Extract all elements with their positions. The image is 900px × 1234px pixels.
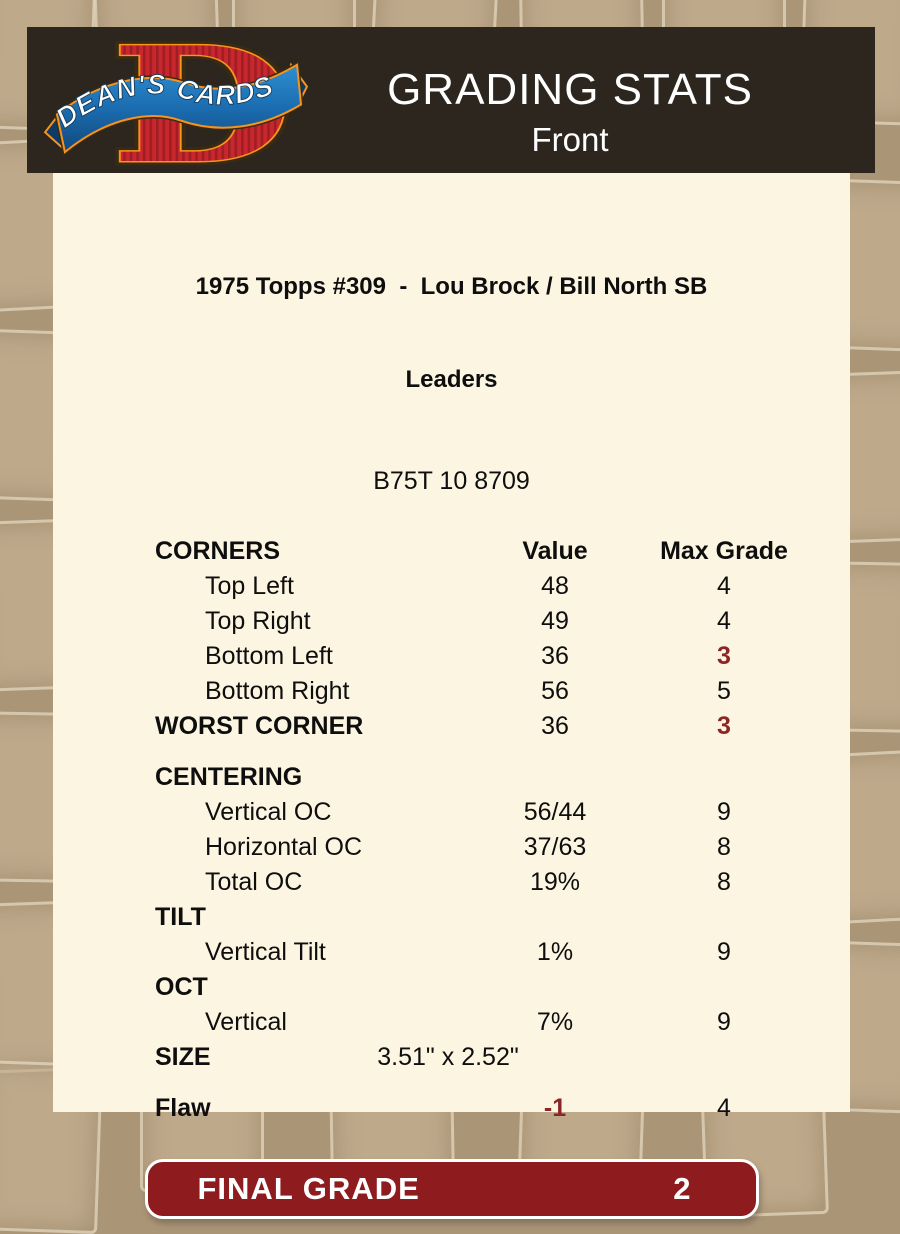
- max-grade-value: 9: [717, 938, 731, 966]
- final-grade-value: 2: [673, 1171, 692, 1206]
- final-grade-badge: FINAL GRADE 2: [144, 1159, 759, 1219]
- stat-value: 1%: [536, 938, 574, 966]
- stat-label: Top Right: [205, 607, 311, 635]
- card-serial: B75T 10 8709: [373, 467, 530, 495]
- stat-label: Bottom Right: [205, 677, 350, 705]
- stat-row: WORST CORNER 36 3: [53, 709, 850, 744]
- size-value: 3.51" x 2.52": [377, 1043, 519, 1071]
- logo-ribbon: DEAN'S CARDS: [43, 60, 309, 157]
- stat-value: 48: [541, 572, 569, 600]
- max-grade-value: 4: [717, 1094, 731, 1122]
- stat-label: Vertical: [205, 1008, 287, 1036]
- stat-value: 36: [541, 712, 569, 740]
- stat-rows: Top Left 48 4 Top Right 49 4 Bottom Left 36 3 Bot…: [53, 569, 850, 1126]
- column-header-max-grade: Max Grade: [660, 537, 788, 565]
- stat-label: OCT: [155, 973, 208, 1001]
- max-grade-value: 4: [717, 572, 731, 600]
- stat-label: Bottom Left: [205, 642, 333, 670]
- max-grade-value: 4: [717, 607, 731, 635]
- stat-label: Vertical Tilt: [205, 938, 326, 966]
- max-grade-value: 3: [717, 642, 731, 670]
- column-header-value: Value: [522, 537, 588, 565]
- stat-row: SIZE 3.51" x 2.52": [53, 1040, 850, 1075]
- stat-label: Flaw: [155, 1094, 211, 1122]
- stat-row: Vertical Tilt 1% 9: [53, 935, 850, 970]
- stat-row: TILT: [53, 900, 850, 935]
- final-grade-label: FINAL GRADE: [197, 1171, 420, 1206]
- stat-value: 56/44: [523, 798, 587, 826]
- stat-row: Horizontal OC 37/63 8: [53, 830, 850, 865]
- max-grade-value: 9: [717, 1008, 731, 1036]
- stat-value: 19%: [529, 868, 581, 896]
- table-header-row: CORNERS Value Max Grade: [53, 534, 850, 569]
- page-subtitle: Front: [531, 121, 609, 159]
- card-title-line1: 1975 Topps #309 - Lou Brock / Bill North…: [195, 273, 708, 300]
- stat-label: CENTERING: [155, 763, 303, 791]
- max-grade-value: 5: [717, 677, 731, 705]
- max-grade-value: 8: [717, 868, 731, 896]
- card-title: 1975 Topps #309 - Lou Brock / Bill North…: [53, 209, 850, 457]
- stat-row: Top Right 49 4: [53, 604, 850, 639]
- stat-value: 37/63: [523, 833, 587, 861]
- section-corners-label: CORNERS: [155, 537, 281, 565]
- header-bar: D D DEAN'S CARDS GRADING STATS Front: [27, 6, 875, 204]
- stat-row: CENTERING: [53, 760, 850, 795]
- stat-label: Horizontal OC: [205, 833, 362, 861]
- grading-panel: 1975 Topps #309 - Lou Brock / Bill North…: [53, 173, 850, 1219]
- stat-value: 36: [541, 642, 569, 670]
- max-grade-value: 3: [717, 712, 731, 740]
- stat-row: OCT: [53, 970, 850, 1005]
- stat-label: TILT: [155, 903, 206, 931]
- page-title: GRADING STATS: [387, 64, 753, 114]
- stat-label: Top Left: [205, 572, 294, 600]
- stat-row: Bottom Left 36 3: [53, 639, 850, 674]
- stat-row: Bottom Right 56 5: [53, 674, 850, 709]
- stat-label: Total OC: [205, 868, 303, 896]
- max-grade-value: 8: [717, 833, 731, 861]
- stat-value: -1: [543, 1094, 567, 1122]
- stat-row: Vertical OC 56/44 9: [53, 795, 850, 830]
- header-titles: GRADING STATS Front: [289, 27, 851, 173]
- stat-value: 7%: [536, 1008, 574, 1036]
- stat-row: Top Left 48 4: [53, 569, 850, 604]
- stat-value: 56: [541, 677, 569, 705]
- stat-value: 49: [541, 607, 569, 635]
- deans-cards-logo-icon: D D DEAN'S CARDS: [43, 6, 309, 204]
- stats-table: CORNERS Value Max Grade Top Left 48 4 Top R…: [53, 534, 850, 1126]
- stat-label: Vertical OC: [205, 798, 332, 826]
- stat-label: WORST CORNER: [155, 712, 364, 740]
- stat-row: Flaw -1 4: [53, 1091, 850, 1126]
- stat-row: Vertical 7% 9: [53, 1005, 850, 1040]
- stat-label: SIZE: [155, 1043, 211, 1071]
- max-grade-value: 9: [717, 798, 731, 826]
- stat-row: Total OC 19% 8: [53, 865, 850, 900]
- card-title-line2: Leaders: [405, 366, 498, 393]
